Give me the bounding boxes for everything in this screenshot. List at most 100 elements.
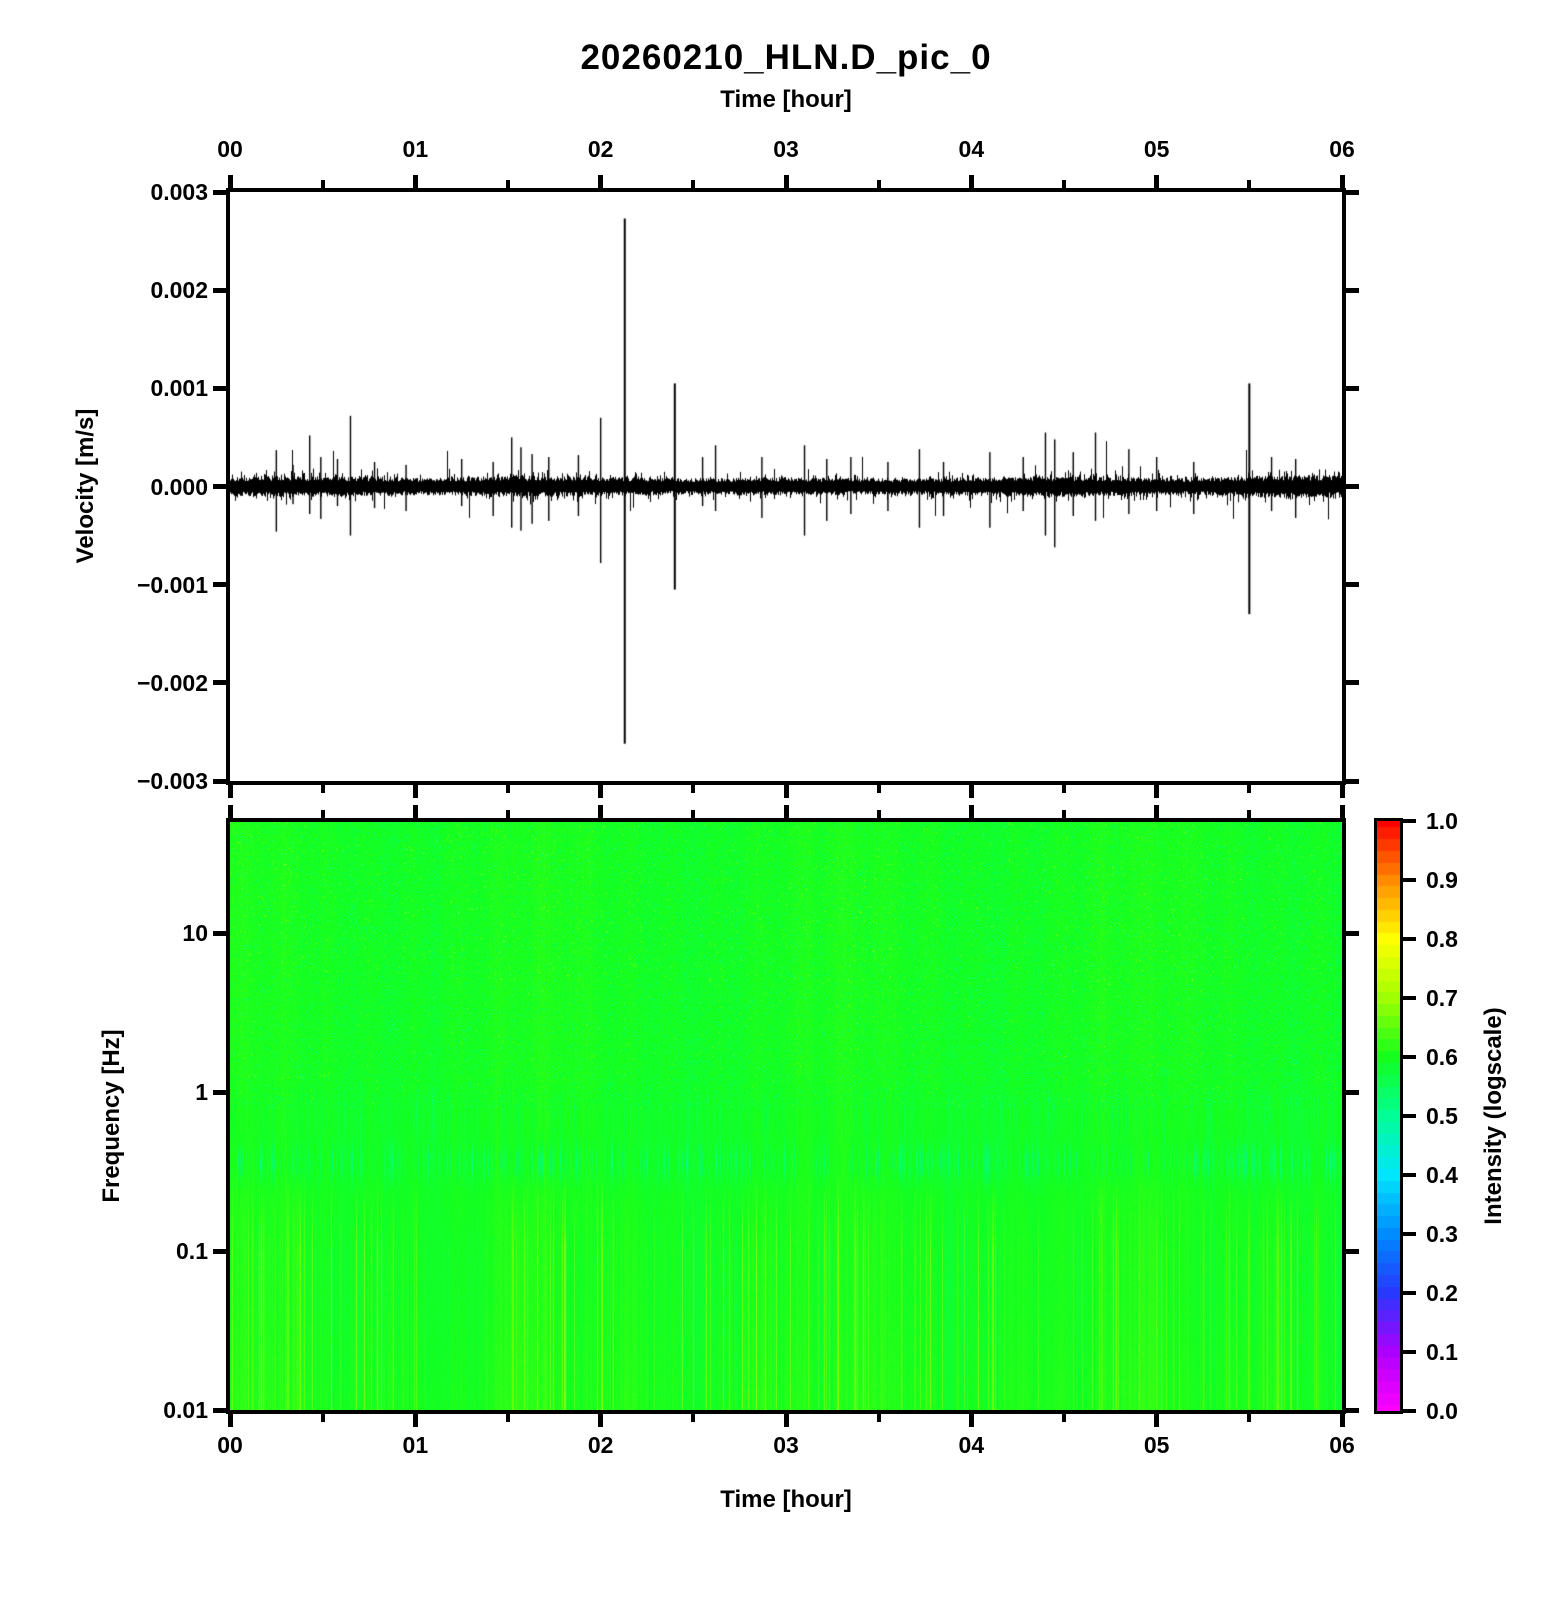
velocity-tick-right — [1346, 778, 1359, 784]
velocity-tick-left — [213, 385, 226, 391]
time-tick-spec-top — [876, 810, 881, 818]
frequency-tick-label: 0.1 — [176, 1238, 208, 1265]
time-tick-label-top: 00 — [217, 136, 243, 162]
time-tick-label-top: 05 — [1143, 136, 1170, 162]
velocity-tick-right — [1346, 484, 1359, 489]
time-tick-wave-bottom — [691, 785, 696, 793]
time-tick-spec-top — [691, 810, 696, 818]
time-tick-spec-top — [783, 805, 789, 818]
time-tick-label-bottom: 05 — [1143, 1432, 1170, 1458]
time-tick-wave-bottom — [1247, 785, 1252, 793]
time-tick-top — [412, 175, 418, 188]
time-tick-top — [876, 180, 881, 188]
bottom-axis-title: Time [hour] — [720, 1486, 852, 1513]
time-tick-bottom — [227, 1414, 233, 1427]
time-tick-wave-bottom — [1062, 785, 1066, 793]
time-tick-spec-top — [1062, 810, 1066, 818]
colorbar-tick — [1403, 1114, 1416, 1118]
frequency-tick-left — [213, 1248, 226, 1254]
frequency-tick-right — [1346, 930, 1359, 936]
velocity-tick-label: −0.001 — [137, 571, 208, 598]
frequency-tick-right — [1346, 1248, 1359, 1254]
colorbar-tick-label: 0.8 — [1426, 926, 1458, 952]
time-tick-spec-top — [1247, 810, 1252, 818]
time-tick-label-bottom: 02 — [587, 1432, 614, 1458]
colorbar-tick — [1403, 819, 1416, 823]
velocity-tick-left — [213, 484, 226, 489]
time-tick-spec-top — [320, 810, 325, 818]
velocity-tick-right — [1346, 680, 1359, 686]
colorbar-tick — [1403, 1291, 1416, 1295]
colorbar-tick — [1403, 937, 1416, 941]
time-tick-spec-top — [1339, 805, 1345, 818]
time-tick-top — [1154, 175, 1160, 188]
colorbar-tick-label: 0.9 — [1426, 867, 1458, 893]
spectrogram-panel-frame — [226, 818, 1346, 1414]
time-tick-wave-bottom — [968, 785, 974, 798]
time-tick-spec-top — [227, 805, 233, 818]
time-tick-wave-bottom — [1154, 785, 1160, 798]
velocity-tick-label: 0.003 — [150, 179, 208, 205]
time-tick-label-bottom: 03 — [773, 1432, 799, 1458]
time-tick-wave-bottom — [506, 785, 510, 793]
colorbar-tick — [1403, 1173, 1416, 1177]
colorbar-frame — [1374, 818, 1403, 1414]
waveform-panel-frame — [226, 188, 1346, 785]
time-tick-spec-top — [412, 805, 418, 818]
time-tick-label-top: 06 — [1329, 136, 1355, 162]
time-tick-bottom — [598, 1414, 604, 1427]
frequency-tick-left — [213, 1407, 226, 1413]
velocity-tick-right — [1346, 287, 1359, 293]
time-tick-label-bottom: 06 — [1329, 1432, 1355, 1458]
colorbar-tick-label: 0.7 — [1426, 985, 1458, 1011]
velocity-tick-left — [213, 189, 226, 195]
frequency-tick-left — [213, 1089, 226, 1095]
time-tick-bottom — [1154, 1414, 1160, 1427]
velocity-tick-right — [1346, 582, 1359, 588]
velocity-tick-label: 0.001 — [150, 375, 208, 402]
time-tick-bottom — [1247, 1414, 1252, 1422]
frequency-tick-label: 1 — [195, 1079, 208, 1106]
time-tick-top — [227, 175, 233, 188]
spectrogram-heatmap-canvas — [230, 822, 1342, 1410]
time-tick-wave-bottom — [1339, 785, 1345, 798]
colorbar-tick-label: 0.1 — [1426, 1339, 1458, 1365]
velocity-tick-left — [213, 582, 226, 588]
time-tick-top — [1062, 180, 1066, 188]
time-tick-label-bottom: 01 — [402, 1432, 429, 1458]
velocity-tick-label: 0.000 — [150, 473, 208, 500]
velocity-tick-left — [213, 778, 226, 784]
time-tick-top — [506, 180, 510, 188]
velocity-tick-left — [213, 287, 226, 293]
frequency-tick-left — [213, 930, 226, 936]
time-tick-spec-top — [968, 805, 974, 818]
velocity-tick-right — [1346, 385, 1359, 391]
colorbar-tick-label: 0.4 — [1426, 1162, 1458, 1188]
colorbar-tick-label: 0.6 — [1426, 1044, 1458, 1070]
frequency-tick-right — [1346, 1407, 1359, 1413]
frequency-tick-label: 0.01 — [163, 1397, 208, 1423]
velocity-tick-label: 0.002 — [150, 277, 208, 304]
time-tick-bottom — [783, 1414, 789, 1427]
colorbar-tick — [1403, 1055, 1416, 1059]
time-tick-top — [1339, 175, 1345, 188]
time-tick-top — [691, 180, 696, 188]
frequency-axis-title: Frequency [Hz] — [98, 1029, 125, 1203]
frequency-tick-label: 10 — [182, 920, 208, 947]
time-tick-spec-top — [506, 810, 510, 818]
colorbar-tick — [1403, 996, 1416, 1000]
chart-title: 20260210_HLN.D_pic_0 — [580, 38, 992, 77]
colorbar-tick — [1403, 1409, 1416, 1413]
colorbar-tick-label: 0.5 — [1426, 1103, 1458, 1129]
time-tick-bottom — [1339, 1414, 1345, 1427]
time-tick-label-top: 02 — [587, 136, 614, 162]
time-tick-top — [598, 175, 604, 188]
velocity-tick-label: −0.003 — [137, 768, 208, 794]
colorbar-tick — [1403, 1350, 1416, 1354]
colorbar-tick-label: 0.2 — [1426, 1280, 1458, 1306]
time-tick-top — [968, 175, 974, 188]
time-tick-label-top: 03 — [773, 136, 799, 162]
time-tick-wave-bottom — [320, 785, 325, 793]
time-tick-spec-top — [1154, 805, 1160, 818]
